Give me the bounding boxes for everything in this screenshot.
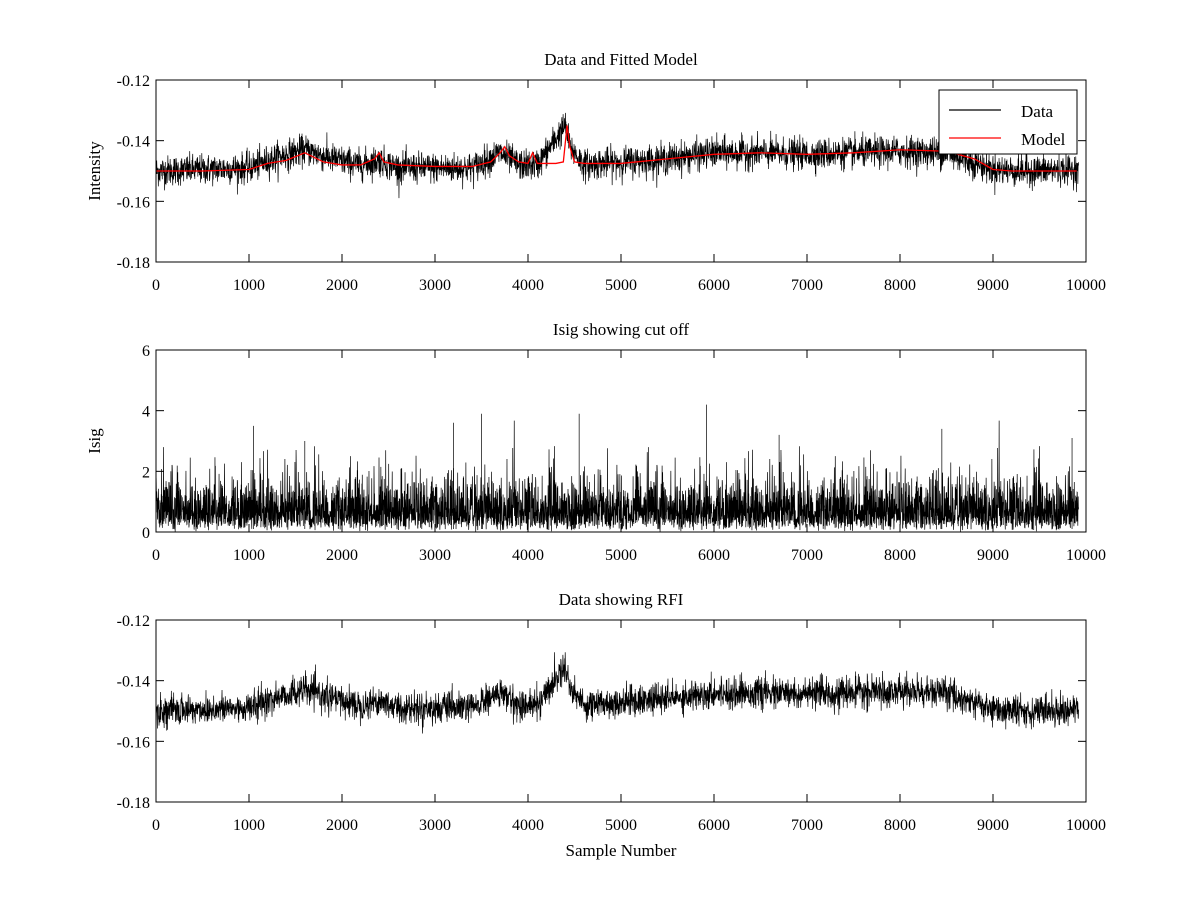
x-tick-label: 9000	[977, 277, 1009, 294]
panel-1: 0 1000 2000 3000 4000 5000 6000 7000 8000 9000 100…	[85, 50, 1106, 294]
series-line-1	[156, 652, 1079, 734]
x-tick-label: 6000	[698, 817, 730, 834]
x-tick-label: 5000	[605, 547, 637, 564]
x-axis-label: Sample Number	[566, 841, 677, 860]
x-tick-label: 0	[152, 277, 160, 294]
panel-3: 0 1000 2000 3000 4000 5000 6000 7000 8000 9000 100…	[117, 590, 1106, 860]
legend-box	[938, 89, 1078, 155]
x-tick-label: 7000	[791, 277, 823, 294]
x-tick-label: 4000	[512, 547, 544, 564]
x-tick-label: 1000	[233, 547, 265, 564]
y-tick-label: -0.16	[117, 734, 150, 751]
plot-area	[156, 652, 1079, 734]
y-tick-label: 2	[142, 464, 150, 481]
x-tick-label: 1000	[233, 817, 265, 834]
x-tick-label: 2000	[326, 277, 358, 294]
legend-label-data: Data	[1021, 102, 1054, 121]
x-tick-label: 10000	[1066, 277, 1106, 294]
x-tick-label: 6000	[698, 277, 730, 294]
x-tick-label: 3000	[419, 547, 451, 564]
x-tick-label: 8000	[884, 547, 916, 564]
x-tick-label: 2000	[326, 817, 358, 834]
y-tick-label: -0.12	[117, 73, 150, 90]
y-axis-label: Intensity	[85, 141, 104, 201]
series-line-1	[156, 404, 1079, 532]
y-tick-label: 6	[142, 343, 150, 360]
x-tick-label: 0	[152, 817, 160, 834]
chart-title: Data showing RFI	[559, 590, 684, 609]
y-tick-label: -0.14	[117, 674, 150, 691]
legend: Data Model	[938, 89, 1078, 155]
x-tick-label: 8000	[884, 277, 916, 294]
chart-title: Data and Fitted Model	[544, 50, 698, 69]
series-line-model	[156, 125, 1077, 172]
panel-2: 0 1000 2000 3000 4000 5000 6000 7000 8000 9000 100…	[85, 320, 1106, 564]
x-tick-label: 10000	[1066, 547, 1106, 564]
y-tick-label: -0.16	[117, 194, 150, 211]
x-tick-label: 5000	[605, 277, 637, 294]
x-tick-label: 4000	[512, 277, 544, 294]
y-tick-label: -0.18	[117, 795, 150, 812]
x-tick-label: 9000	[977, 817, 1009, 834]
y-axis-label: Isig	[85, 428, 104, 454]
y-tick-label: 0	[142, 525, 150, 542]
x-tick-label: 3000	[419, 817, 451, 834]
x-tick-label: 0	[152, 547, 160, 564]
x-tick-label: 5000	[605, 817, 637, 834]
axes-frame	[155, 619, 1087, 803]
y-tick-label: 4	[142, 404, 150, 421]
plot-area	[156, 404, 1079, 532]
y-tick-label: -0.14	[117, 134, 150, 151]
x-tick-label: 6000	[698, 547, 730, 564]
x-tick-label: 4000	[512, 817, 544, 834]
chart-title: Isig showing cut off	[553, 320, 689, 339]
y-tick-label: -0.18	[117, 255, 150, 272]
x-tick-label: 7000	[791, 817, 823, 834]
plot-area	[156, 112, 1079, 199]
x-tick-label: 10000	[1066, 817, 1106, 834]
x-tick-label: 9000	[977, 547, 1009, 564]
x-tick-label: 2000	[326, 547, 358, 564]
x-tick-label: 7000	[791, 547, 823, 564]
y-tick-label: -0.12	[117, 613, 150, 630]
x-tick-label: 8000	[884, 817, 916, 834]
legend-label-model: Model	[1021, 130, 1066, 149]
x-tick-label: 1000	[233, 277, 265, 294]
x-tick-label: 3000	[419, 277, 451, 294]
